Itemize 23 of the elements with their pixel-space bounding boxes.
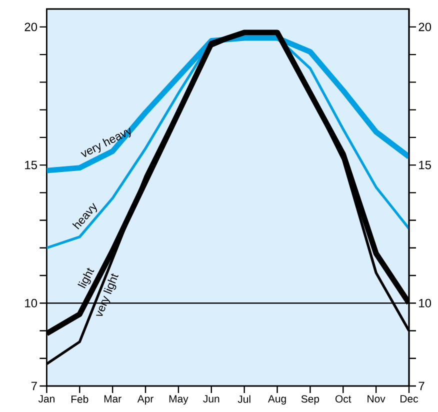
y2-tick-label: 10 xyxy=(419,298,432,308)
text: very light xyxy=(96,273,118,316)
y-tick-label: 7 xyxy=(31,382,37,390)
x-tick-label: Nov xyxy=(368,395,386,403)
y-tick-label: 15 xyxy=(25,160,37,170)
y2-tick-label: 20 xyxy=(418,22,432,32)
x-tick-label: Mar xyxy=(104,395,122,403)
x-tick-label: Oct xyxy=(335,395,352,403)
x-tick-label: Feb xyxy=(71,395,88,403)
x-tick-label: Jul xyxy=(238,395,250,403)
y2-tick-label: 7 xyxy=(418,382,424,390)
y-tick-label: 20 xyxy=(24,22,38,32)
x-tick-label: Aug xyxy=(268,395,286,405)
x-tick-label: Sep xyxy=(301,395,320,405)
y-tick-label: 10 xyxy=(25,298,38,308)
x-tick-label: Dec xyxy=(400,395,418,403)
y2-tick-label: 15 xyxy=(419,160,431,170)
text: light xyxy=(78,268,94,288)
text: very heavy xyxy=(80,128,131,158)
x-tick-label: Apr xyxy=(137,395,154,405)
x-tick-label: Jan xyxy=(38,395,54,403)
x-tick-label: May xyxy=(169,395,188,405)
x-tick-label: Jun xyxy=(203,395,220,403)
